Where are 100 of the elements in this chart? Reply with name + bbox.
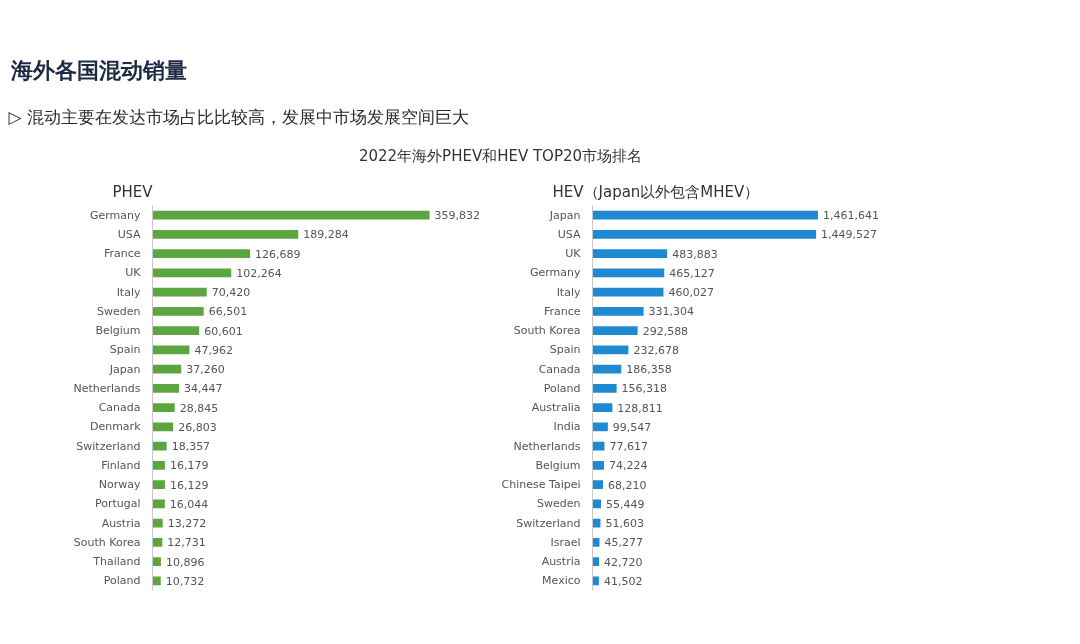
bar [152,538,163,547]
y-tick-label: India [553,420,581,434]
data-label: 74,224 [608,459,648,473]
bar [152,403,175,412]
data-label: 16,044 [169,497,209,511]
y-tick-label: Australia [531,401,581,415]
data-label: 51,603 [605,517,644,531]
bar [592,557,600,566]
data-label: 10,896 [165,555,205,569]
bar [592,480,604,489]
y-tick-label: Canada [538,362,581,376]
y-tick-label: South Korea [513,324,581,338]
bar [592,403,613,412]
data-label: 55,449 [606,497,645,511]
y-tick-label: Sweden [97,304,141,318]
data-label: 186,358 [626,363,672,377]
bar [592,384,617,393]
bar [152,557,161,566]
y-tick-label: Poland [103,574,141,588]
y-tick-label: Netherlands [73,381,141,395]
data-label: 460,027 [668,286,714,300]
data-label: 37,260 [186,363,225,377]
data-label: 26,803 [178,420,217,434]
y-tick-label: France [103,247,141,261]
data-label: 60,601 [204,324,243,338]
data-label: 156,318 [621,382,668,396]
bar [592,345,629,355]
bar [592,364,622,374]
data-label: 45,277 [604,536,643,550]
bar [152,518,163,528]
data-label: 28,845 [179,401,219,415]
bar [152,210,430,220]
data-label: 359,832 [434,209,481,223]
bar [152,287,207,297]
bar [152,480,165,489]
bar [152,364,182,374]
y-tick-label: Italy [556,285,581,299]
y-tick-label: Norway [98,478,141,492]
text: 海外各国混动销量 [9,58,187,83]
bar [592,287,664,297]
y-tick-label: Belgium [95,324,141,338]
y-tick-label: Netherlands [513,439,581,453]
y-tick-label: Poland [543,381,581,395]
y-tick-label: France [543,304,581,318]
y-tick-label: Thailand [92,555,141,569]
bar [152,268,232,278]
y-tick-label: Belgium [535,458,581,472]
chart-title: PHEV [112,182,154,201]
data-label: 12,731 [167,536,206,550]
y-tick-label: Switzerland [76,439,141,453]
y-tick-label: Sweden [537,497,581,511]
bar [592,422,608,432]
data-label: 77,617 [609,440,648,454]
data-label: 1,449,527 [821,228,878,242]
bar [152,230,299,239]
data-label: 42,720 [604,555,643,569]
y-tick-label: USA [117,227,141,241]
bar [152,345,190,355]
bar [592,249,668,258]
y-tick-label: South Korea [73,535,141,549]
y-tick-label: Israel [550,535,581,549]
y-tick-label: Germany [89,208,141,222]
y-tick-label: UK [565,247,582,261]
data-label: 70,420 [211,286,251,300]
data-label: 47,962 [194,343,233,357]
bar [592,268,665,278]
bar [152,384,180,393]
data-label: 232,678 [633,343,679,357]
bar [592,461,604,470]
bar [152,499,165,509]
y-tick-label: Denmark [89,420,142,434]
y-tick-label: Japan [548,208,581,222]
bar [152,307,204,316]
y-tick-label: Spain [109,343,141,357]
data-label: 68,210 [608,478,647,492]
bar [592,307,644,316]
data-label: 99,547 [612,420,652,434]
bar [152,249,251,258]
bar [152,326,200,335]
data-label: 10,732 [165,574,205,588]
data-label: 126,689 [255,247,301,261]
data-label: 189,284 [303,228,349,242]
data-label: 16,179 [169,459,209,473]
y-tick-label: UK [125,266,142,280]
data-label: 465,127 [669,266,715,280]
data-label: 13,272 [167,517,207,531]
text: ▷ 混动主要在发达市场占比比较高，发展中市场发展空间巨大 [8,106,469,127]
y-tick-label: Chinese Taipei [501,478,581,492]
data-label: 483,883 [672,247,718,261]
y-tick-label: Germany [529,266,581,280]
y-tick-label: Switzerland [516,516,581,530]
y-tick-label: Finland [101,458,141,472]
data-label: 331,304 [648,305,695,319]
bar [592,326,638,335]
y-tick-label: Italy [116,285,141,299]
data-label: 102,264 [236,266,282,280]
y-tick-label: Japan [108,362,141,376]
data-label: 1,461,641 [822,209,879,223]
bar [152,441,167,451]
data-label: 128,811 [617,401,663,415]
